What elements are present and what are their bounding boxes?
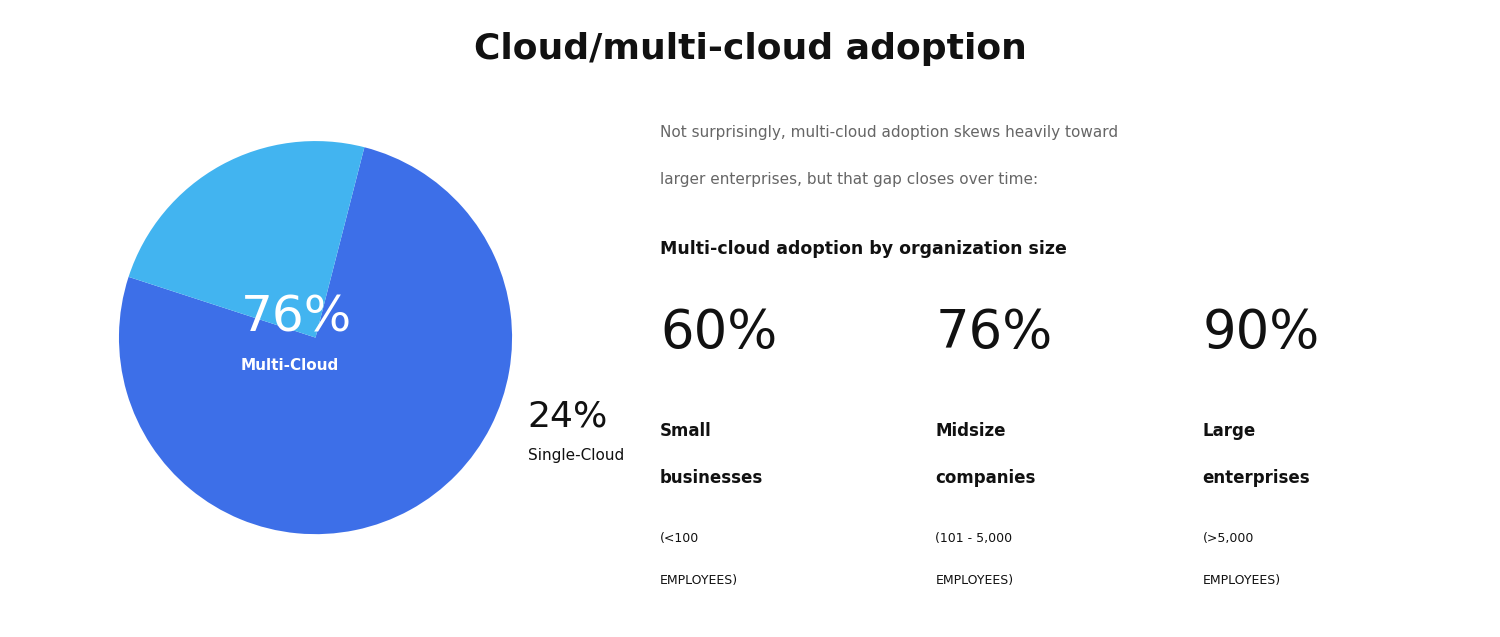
Text: Single-Cloud: Single-Cloud	[528, 448, 624, 463]
Text: Multi-Cloud: Multi-Cloud	[242, 357, 339, 373]
Text: Large: Large	[1203, 422, 1255, 440]
Text: EMPLOYEES): EMPLOYEES)	[1203, 574, 1281, 587]
Text: Small: Small	[660, 422, 711, 440]
Text: 24%: 24%	[528, 399, 608, 433]
Text: enterprises: enterprises	[1203, 469, 1311, 487]
Text: Midsize: Midsize	[936, 422, 1006, 440]
Text: (101 - 5,000: (101 - 5,000	[936, 532, 1013, 545]
Text: EMPLOYEES): EMPLOYEES)	[660, 574, 738, 587]
Wedge shape	[129, 141, 364, 338]
Text: Multi-cloud adoption by organization size: Multi-cloud adoption by organization siz…	[660, 240, 1066, 257]
Text: 76%: 76%	[936, 308, 1053, 359]
Text: larger enterprises, but that gap closes over time:: larger enterprises, but that gap closes …	[660, 171, 1038, 187]
Text: Cloud/multi-cloud adoption: Cloud/multi-cloud adoption	[474, 32, 1026, 66]
Text: companies: companies	[936, 469, 1036, 487]
Text: 90%: 90%	[1203, 308, 1320, 359]
Text: EMPLOYEES): EMPLOYEES)	[936, 574, 1014, 587]
Text: businesses: businesses	[660, 469, 764, 487]
Wedge shape	[118, 147, 512, 534]
Text: 60%: 60%	[660, 308, 777, 359]
Text: (>5,000: (>5,000	[1203, 532, 1254, 545]
Text: Not surprisingly, multi-cloud adoption skews heavily toward: Not surprisingly, multi-cloud adoption s…	[660, 125, 1118, 140]
Text: (<100: (<100	[660, 532, 699, 545]
Text: 76%: 76%	[242, 294, 352, 342]
